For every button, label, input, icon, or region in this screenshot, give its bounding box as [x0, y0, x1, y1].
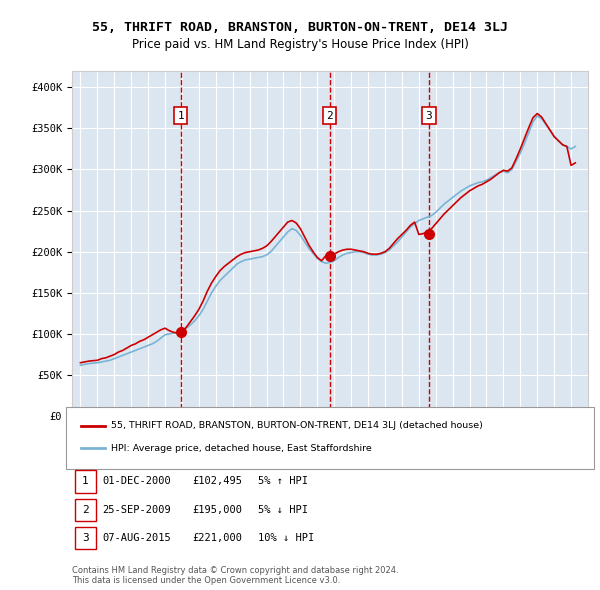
- Text: £221,000: £221,000: [192, 533, 242, 543]
- Text: 07-AUG-2015: 07-AUG-2015: [102, 533, 171, 543]
- Text: 1: 1: [82, 477, 89, 486]
- Text: HPI: Average price, detached house, East Staffordshire: HPI: Average price, detached house, East…: [111, 444, 372, 453]
- Text: £195,000: £195,000: [192, 505, 242, 514]
- Text: 5% ↑ HPI: 5% ↑ HPI: [258, 477, 308, 486]
- Text: Price paid vs. HM Land Registry's House Price Index (HPI): Price paid vs. HM Land Registry's House …: [131, 38, 469, 51]
- Text: 10% ↓ HPI: 10% ↓ HPI: [258, 533, 314, 543]
- Text: 55, THRIFT ROAD, BRANSTON, BURTON-ON-TRENT, DE14 3LJ: 55, THRIFT ROAD, BRANSTON, BURTON-ON-TRE…: [92, 21, 508, 34]
- Text: £102,495: £102,495: [192, 477, 242, 486]
- Text: 2: 2: [326, 111, 333, 121]
- Text: 5% ↓ HPI: 5% ↓ HPI: [258, 505, 308, 514]
- Text: 3: 3: [425, 111, 432, 121]
- Text: Contains HM Land Registry data © Crown copyright and database right 2024.
This d: Contains HM Land Registry data © Crown c…: [72, 566, 398, 585]
- Text: 2: 2: [82, 505, 89, 514]
- Text: 1: 1: [177, 111, 184, 121]
- Text: 55, THRIFT ROAD, BRANSTON, BURTON-ON-TRENT, DE14 3LJ (detached house): 55, THRIFT ROAD, BRANSTON, BURTON-ON-TRE…: [111, 421, 483, 431]
- Text: 01-DEC-2000: 01-DEC-2000: [102, 477, 171, 486]
- Text: 25-SEP-2009: 25-SEP-2009: [102, 505, 171, 514]
- Text: 3: 3: [82, 533, 89, 543]
